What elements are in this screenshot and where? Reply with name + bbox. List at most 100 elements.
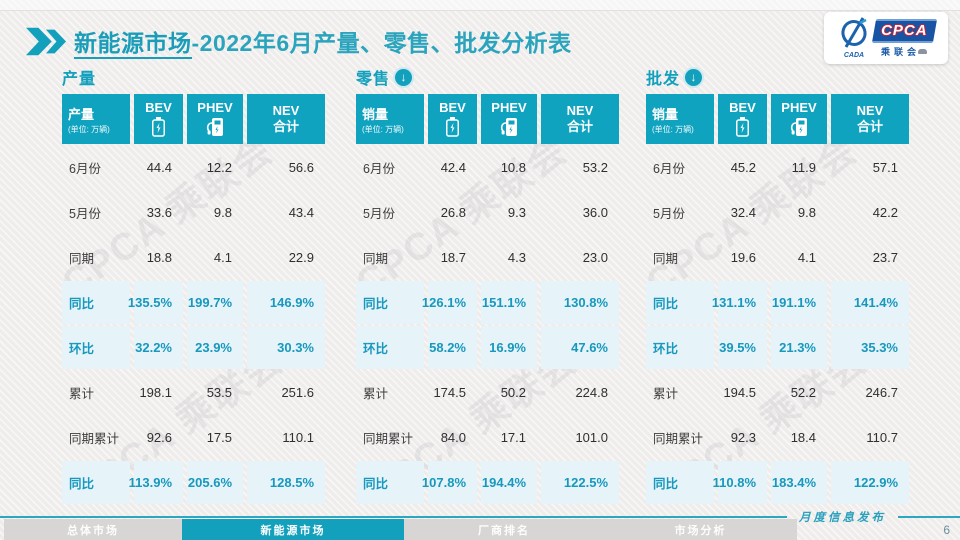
col-header-phev: PHEV bbox=[481, 94, 537, 144]
retail-section-head: 零售 ↓ bbox=[356, 66, 619, 88]
value-cell: 130.8% bbox=[541, 281, 619, 324]
value-cell: 36.0 bbox=[582, 205, 608, 220]
page-title: 新能源市场-2022年6月产量、零售、批发分析表 bbox=[74, 24, 572, 59]
charger-icon bbox=[500, 117, 517, 136]
charger-icon bbox=[206, 117, 223, 136]
row-label: 6月份 bbox=[653, 162, 685, 176]
value-cell: 199.7% bbox=[187, 281, 243, 324]
row-label: 同比 bbox=[356, 281, 424, 324]
value-cell: 92.6 bbox=[146, 430, 172, 445]
value-cell: 22.9 bbox=[288, 250, 314, 265]
row-label: 同期 bbox=[653, 252, 679, 266]
wholesale-section-title: 批发 bbox=[646, 71, 681, 88]
cpca-logo: CADA CPCA 乘联会 bbox=[824, 12, 948, 64]
value-cell: 4.1 bbox=[213, 250, 232, 265]
nev-col-label: NEV 合计 bbox=[856, 102, 884, 134]
value-cell: 18.4 bbox=[790, 430, 816, 445]
value-cell: 9.8 bbox=[213, 205, 232, 220]
association-label: 乘联会 bbox=[880, 46, 920, 57]
value-cell: 122.9% bbox=[831, 461, 909, 504]
cpca-badge-label: CPCA bbox=[880, 21, 928, 39]
retail-panel: CPCA 乘联会 CPCA 乘联会 零售 ↓ 销量 (单位: 万辆) BEV P… bbox=[349, 66, 619, 515]
value-cell: 4.1 bbox=[797, 250, 816, 265]
value-cell: 84.0 bbox=[440, 430, 466, 445]
footer-rule: 月度信息发布 bbox=[0, 509, 960, 525]
wholesale-table: 销量 (单位: 万辆) BEV PHEV bbox=[646, 94, 909, 504]
value-cell: 17.1 bbox=[500, 430, 526, 445]
page-number: 6 bbox=[943, 523, 950, 537]
phev-col-label: PHEV bbox=[491, 100, 527, 116]
tab-market-analysis[interactable]: 市场分析 bbox=[604, 519, 797, 540]
value-cell: 107.8% bbox=[422, 461, 477, 504]
row-label: 6月份 bbox=[363, 162, 395, 176]
cada-emblem-icon: CADA bbox=[841, 17, 867, 59]
car-icon bbox=[918, 48, 927, 54]
wholesale-section-head: 批发 ↓ bbox=[646, 66, 909, 88]
table-header-title: 销量 bbox=[652, 106, 679, 122]
value-cell: 246.7 bbox=[865, 385, 898, 400]
row-label: 5月份 bbox=[69, 207, 101, 221]
wholesale-panel: CPCA 乘联会 CPCA 乘联会 批发 ↓ 销量 (单位: 万辆) BEV P… bbox=[639, 66, 909, 515]
value-cell: 18.7 bbox=[440, 250, 466, 265]
col-header-nev: NEV 合计 bbox=[247, 94, 325, 144]
row-label: 同期 bbox=[363, 252, 389, 266]
row-label: 5月份 bbox=[363, 207, 395, 221]
table-header-title: 销量 bbox=[362, 106, 389, 122]
production-section-title: 产量 bbox=[62, 71, 97, 88]
value-cell: 57.1 bbox=[872, 160, 898, 175]
value-cell: 141.4% bbox=[831, 281, 909, 324]
value-cell: 45.2 bbox=[730, 160, 756, 175]
value-cell: 110.7 bbox=[866, 430, 898, 445]
tab-overall-market[interactable]: 总体市场 bbox=[4, 519, 182, 540]
row-label: 同期累计 bbox=[363, 432, 414, 446]
value-cell: 126.1% bbox=[422, 281, 477, 324]
col-header-bev: BEV bbox=[428, 94, 477, 144]
row-label: 同比 bbox=[646, 461, 714, 504]
col-header-nev: NEV 合计 bbox=[541, 94, 619, 144]
battery-icon bbox=[152, 116, 165, 137]
value-cell: 39.5% bbox=[718, 326, 767, 369]
top-band bbox=[0, 0, 960, 11]
row-label: 累计 bbox=[363, 387, 389, 401]
value-cell: 58.2% bbox=[428, 326, 477, 369]
production-table: 产量 (单位: 万辆) BEV PHEV bbox=[62, 94, 325, 504]
value-cell: 128.5% bbox=[247, 461, 325, 504]
value-cell: 183.4% bbox=[771, 461, 827, 504]
value-cell: 224.8 bbox=[575, 385, 608, 400]
value-cell: 50.2 bbox=[500, 385, 526, 400]
tab-manufacturer-ranking[interactable]: 厂商排名 bbox=[404, 519, 604, 540]
value-cell: 205.6% bbox=[187, 461, 243, 504]
value-cell: 146.9% bbox=[247, 281, 325, 324]
value-cell: 113.9% bbox=[129, 461, 183, 504]
value-cell: 32.4 bbox=[730, 205, 756, 220]
phev-col-label: PHEV bbox=[781, 100, 817, 116]
value-cell: 17.5 bbox=[206, 430, 232, 445]
bev-col-label: BEV bbox=[729, 100, 756, 116]
col-header-phev: PHEV bbox=[187, 94, 243, 144]
phev-col-label: PHEV bbox=[197, 100, 233, 116]
retail-table: 销量 (单位: 万辆) BEV PHEV bbox=[356, 94, 619, 504]
value-cell: 53.2 bbox=[582, 160, 608, 175]
value-cell: 52.2 bbox=[790, 385, 816, 400]
value-cell: 42.2 bbox=[872, 205, 898, 220]
row-label: 同期 bbox=[69, 252, 95, 266]
down-arrow-circle-icon: ↓ bbox=[395, 68, 413, 86]
down-arrow-circle-icon: ↓ bbox=[685, 68, 703, 86]
value-cell: 44.4 bbox=[146, 160, 172, 175]
row-label: 同比 bbox=[646, 281, 714, 324]
row-label: 5月份 bbox=[653, 207, 685, 221]
charger-icon bbox=[790, 117, 807, 136]
value-cell: 21.3% bbox=[771, 326, 827, 369]
value-cell: 11.9 bbox=[791, 160, 816, 175]
value-cell: 43.4 bbox=[288, 205, 314, 220]
table-header-title: 产量 bbox=[68, 106, 95, 122]
association-name: 乘联会 bbox=[881, 45, 927, 58]
table-header-label: 销量 (单位: 万辆) bbox=[646, 94, 714, 144]
tab-nev-market[interactable]: 新能源市场 bbox=[182, 519, 404, 540]
value-cell: 9.8 bbox=[797, 205, 816, 220]
row-label: 环比 bbox=[356, 326, 424, 369]
row-label: 同期累计 bbox=[653, 432, 704, 446]
row-label: 环比 bbox=[62, 326, 130, 369]
value-cell: 191.1% bbox=[771, 281, 827, 324]
